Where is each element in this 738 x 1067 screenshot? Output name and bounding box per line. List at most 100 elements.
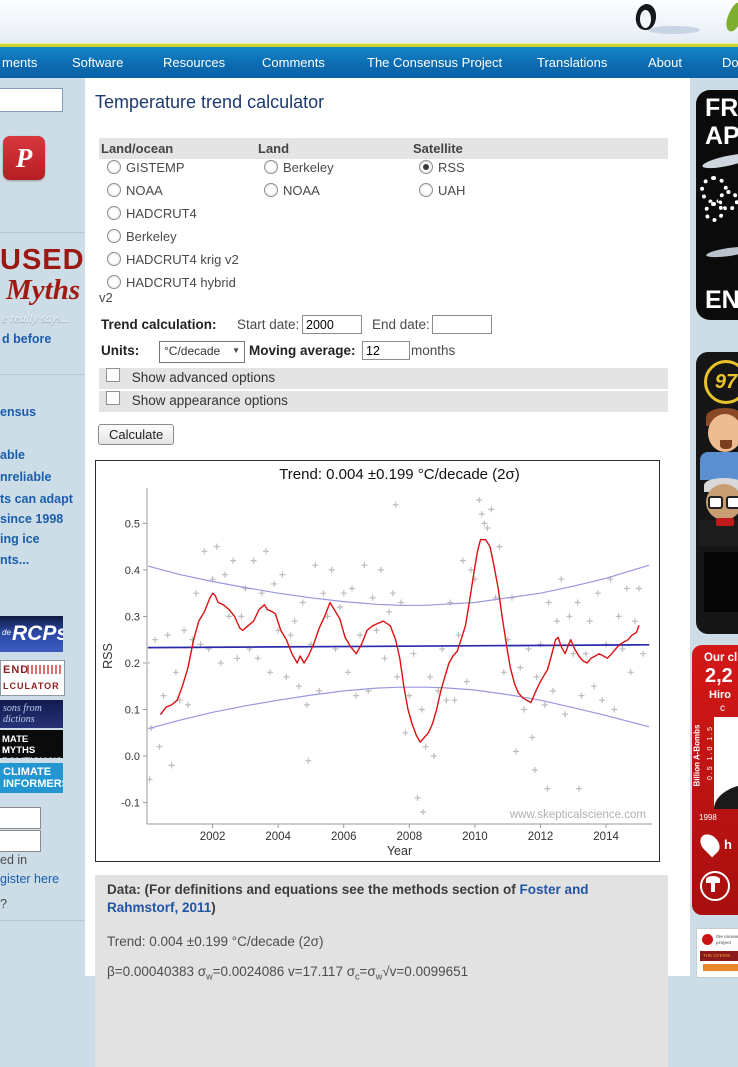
stats-text: β=0.00040383 bbox=[107, 964, 198, 979]
gear-icon bbox=[704, 202, 724, 222]
cartoon-shirt bbox=[700, 452, 738, 480]
radio-option-berkeley[interactable]: Berkeley bbox=[99, 229, 177, 244]
register-link[interactable]: gister here bbox=[0, 872, 60, 886]
stats-text: σ bbox=[346, 964, 356, 979]
app-ad-swoosh bbox=[701, 150, 738, 172]
hiroshima-mini-curve bbox=[714, 783, 738, 809]
nav-item-comments[interactable]: Comments bbox=[262, 55, 325, 70]
myth-link-0[interactable]: ensus bbox=[0, 405, 37, 419]
end-date-input[interactable] bbox=[432, 315, 492, 334]
svg-text:2014: 2014 bbox=[593, 831, 619, 843]
climate-myths-politicians-banner[interactable]: MATE MYTHS M POLITICIANS bbox=[0, 730, 63, 758]
politicians-banner-line1: MATE MYTHS bbox=[2, 734, 36, 756]
flame-icon bbox=[696, 830, 724, 858]
svg-text:2008: 2008 bbox=[397, 831, 423, 843]
radio-option-rss[interactable]: RSS bbox=[411, 160, 465, 175]
calculate-button[interactable]: Calculate bbox=[98, 424, 175, 445]
radio-icon[interactable] bbox=[264, 183, 278, 197]
consensus-project-widget[interactable]: the consensus project THE OVERW bbox=[696, 928, 738, 978]
consensus-97-ad[interactable]: 97 bbox=[696, 352, 738, 634]
search-input[interactable] bbox=[0, 88, 63, 112]
climate-misinformers-banner[interactable]: CLIMATE INFORMERS bbox=[0, 763, 63, 793]
radio-option-label: UAH bbox=[438, 183, 466, 198]
nav-item-the-consensus-project[interactable]: The Consensus Project bbox=[367, 55, 503, 70]
lessons-banner-line2: dictions bbox=[3, 714, 35, 725]
appearance-options-checkbox[interactable] bbox=[106, 391, 120, 405]
hiroshima-widget-line3: c bbox=[720, 703, 725, 714]
svg-text:2002: 2002 bbox=[200, 831, 226, 843]
nav-item-ments[interactable]: ments bbox=[2, 55, 38, 70]
start-date-input[interactable] bbox=[302, 315, 362, 334]
radio-icon[interactable] bbox=[264, 160, 278, 174]
months-label: months bbox=[411, 343, 456, 358]
rcps-guide-banner[interactable]: de RCPs bbox=[0, 616, 63, 652]
sidebar-divider bbox=[0, 374, 85, 375]
svg-text:RSS: RSS bbox=[101, 643, 115, 669]
radio-icon[interactable] bbox=[107, 275, 121, 289]
lessons-from-predictions-banner[interactable]: sons from dictions bbox=[0, 700, 63, 728]
appearance-options-row[interactable]: Show appearance options bbox=[99, 391, 668, 412]
radio-option-hadcrut4[interactable]: HADCRUT4 bbox=[99, 206, 197, 221]
trend-calculator-banner[interactable]: END LCULATOR bbox=[0, 660, 65, 696]
hiroshima-mini-chart bbox=[714, 717, 738, 809]
radio-icon[interactable] bbox=[107, 160, 121, 174]
foster-rahmstorf-link[interactable]: Foster and Rahmstorf, 2011 bbox=[107, 882, 589, 915]
units-select[interactable]: ▼ °C/decade bbox=[159, 341, 245, 363]
nav-item-resources[interactable]: Resources bbox=[163, 55, 226, 70]
hiroshima-widget[interactable]: Our cl 2,2 Hiro c Billion A-Bombs 0.5 1.… bbox=[692, 645, 738, 915]
pinterest-icon[interactable]: P bbox=[3, 136, 45, 180]
radio-icon[interactable] bbox=[107, 206, 121, 220]
units-selected-value: °C/decade bbox=[164, 344, 221, 358]
results-stats-text: β=0.00040383 σw=0.0024086 v=17.117 σc=σw… bbox=[107, 964, 656, 982]
nav-item-software[interactable]: Software bbox=[72, 55, 124, 70]
radio-option-noaa[interactable]: NOAA bbox=[99, 183, 163, 198]
radio-icon[interactable] bbox=[107, 252, 121, 266]
myth-link-2[interactable]: nreliable bbox=[0, 470, 52, 484]
consensus-logo-icon bbox=[702, 934, 713, 945]
stats-text: √v=0.0099651 bbox=[382, 964, 469, 979]
nav-bar: ments Software Resources Comments The Consen… bbox=[0, 47, 738, 78]
moving-average-input[interactable] bbox=[362, 341, 410, 360]
nav-item-about[interactable]: About bbox=[648, 55, 682, 70]
login-password-input[interactable] bbox=[0, 830, 41, 852]
97-percent-badge: 97 bbox=[704, 360, 738, 404]
cartoon-goatee bbox=[720, 440, 732, 449]
units-label: Units: bbox=[101, 343, 140, 358]
results-box: Data: (For definitions and equations see… bbox=[95, 875, 668, 1067]
svg-text:2006: 2006 bbox=[331, 831, 357, 843]
app-ad-line2: AP bbox=[705, 122, 738, 150]
mushroom-cloud-cap bbox=[706, 876, 720, 883]
myth-link-1[interactable]: able bbox=[0, 448, 26, 462]
consensus-title-line2: project bbox=[716, 940, 732, 945]
advanced-options-row[interactable]: Show advanced options bbox=[99, 368, 668, 389]
svg-text:0.5: 0.5 bbox=[125, 518, 140, 530]
radio-option-noaa[interactable]: NOAA bbox=[256, 183, 320, 198]
glasses-icon bbox=[708, 496, 723, 509]
svg-text:2012: 2012 bbox=[528, 831, 554, 843]
myth-link-5[interactable]: ing ice bbox=[0, 532, 40, 546]
myths-intro-link[interactable]: d before bbox=[2, 332, 52, 346]
radio-option-hadcrut4-krig-v2[interactable]: HADCRUT4 krig v2 bbox=[99, 252, 239, 267]
nav-item-translations[interactable]: Translations bbox=[537, 55, 608, 70]
radio-icon[interactable] bbox=[107, 229, 121, 243]
radio-option-berkeley[interactable]: Berkeley bbox=[256, 160, 334, 175]
radio-option-gistemp[interactable]: GISTEMP bbox=[99, 160, 185, 175]
forgot-password-link[interactable]: ? bbox=[0, 897, 7, 911]
radio-option-hadcrut4-hybrid[interactable]: HADCRUT4 hybrid v2 bbox=[99, 275, 236, 305]
free-app-ad[interactable]: FRE AP EN bbox=[696, 90, 738, 320]
myth-link-4[interactable]: since 1998 bbox=[0, 512, 64, 526]
myth-link-6[interactable]: nts... bbox=[0, 553, 30, 567]
radio-icon[interactable] bbox=[107, 183, 121, 197]
stats-text: =σ bbox=[359, 964, 376, 979]
myth-link-3[interactable]: ts can adapt bbox=[0, 492, 73, 506]
radio-option-label: Berkeley bbox=[283, 160, 334, 175]
advanced-options-checkbox[interactable] bbox=[106, 368, 120, 382]
nav-item-do[interactable]: Do bbox=[722, 55, 738, 70]
sidebar-right: FRE AP EN 97 Our cl 2,2 Hiro c Billion A… bbox=[690, 78, 738, 978]
radio-icon[interactable] bbox=[419, 183, 433, 197]
radio-selected-icon[interactable] bbox=[419, 160, 433, 174]
trend-banner-line1: END bbox=[3, 664, 30, 676]
radio-option-uah[interactable]: UAH bbox=[411, 183, 465, 198]
login-username-input[interactable] bbox=[0, 807, 41, 829]
penguin-belly bbox=[640, 10, 651, 28]
